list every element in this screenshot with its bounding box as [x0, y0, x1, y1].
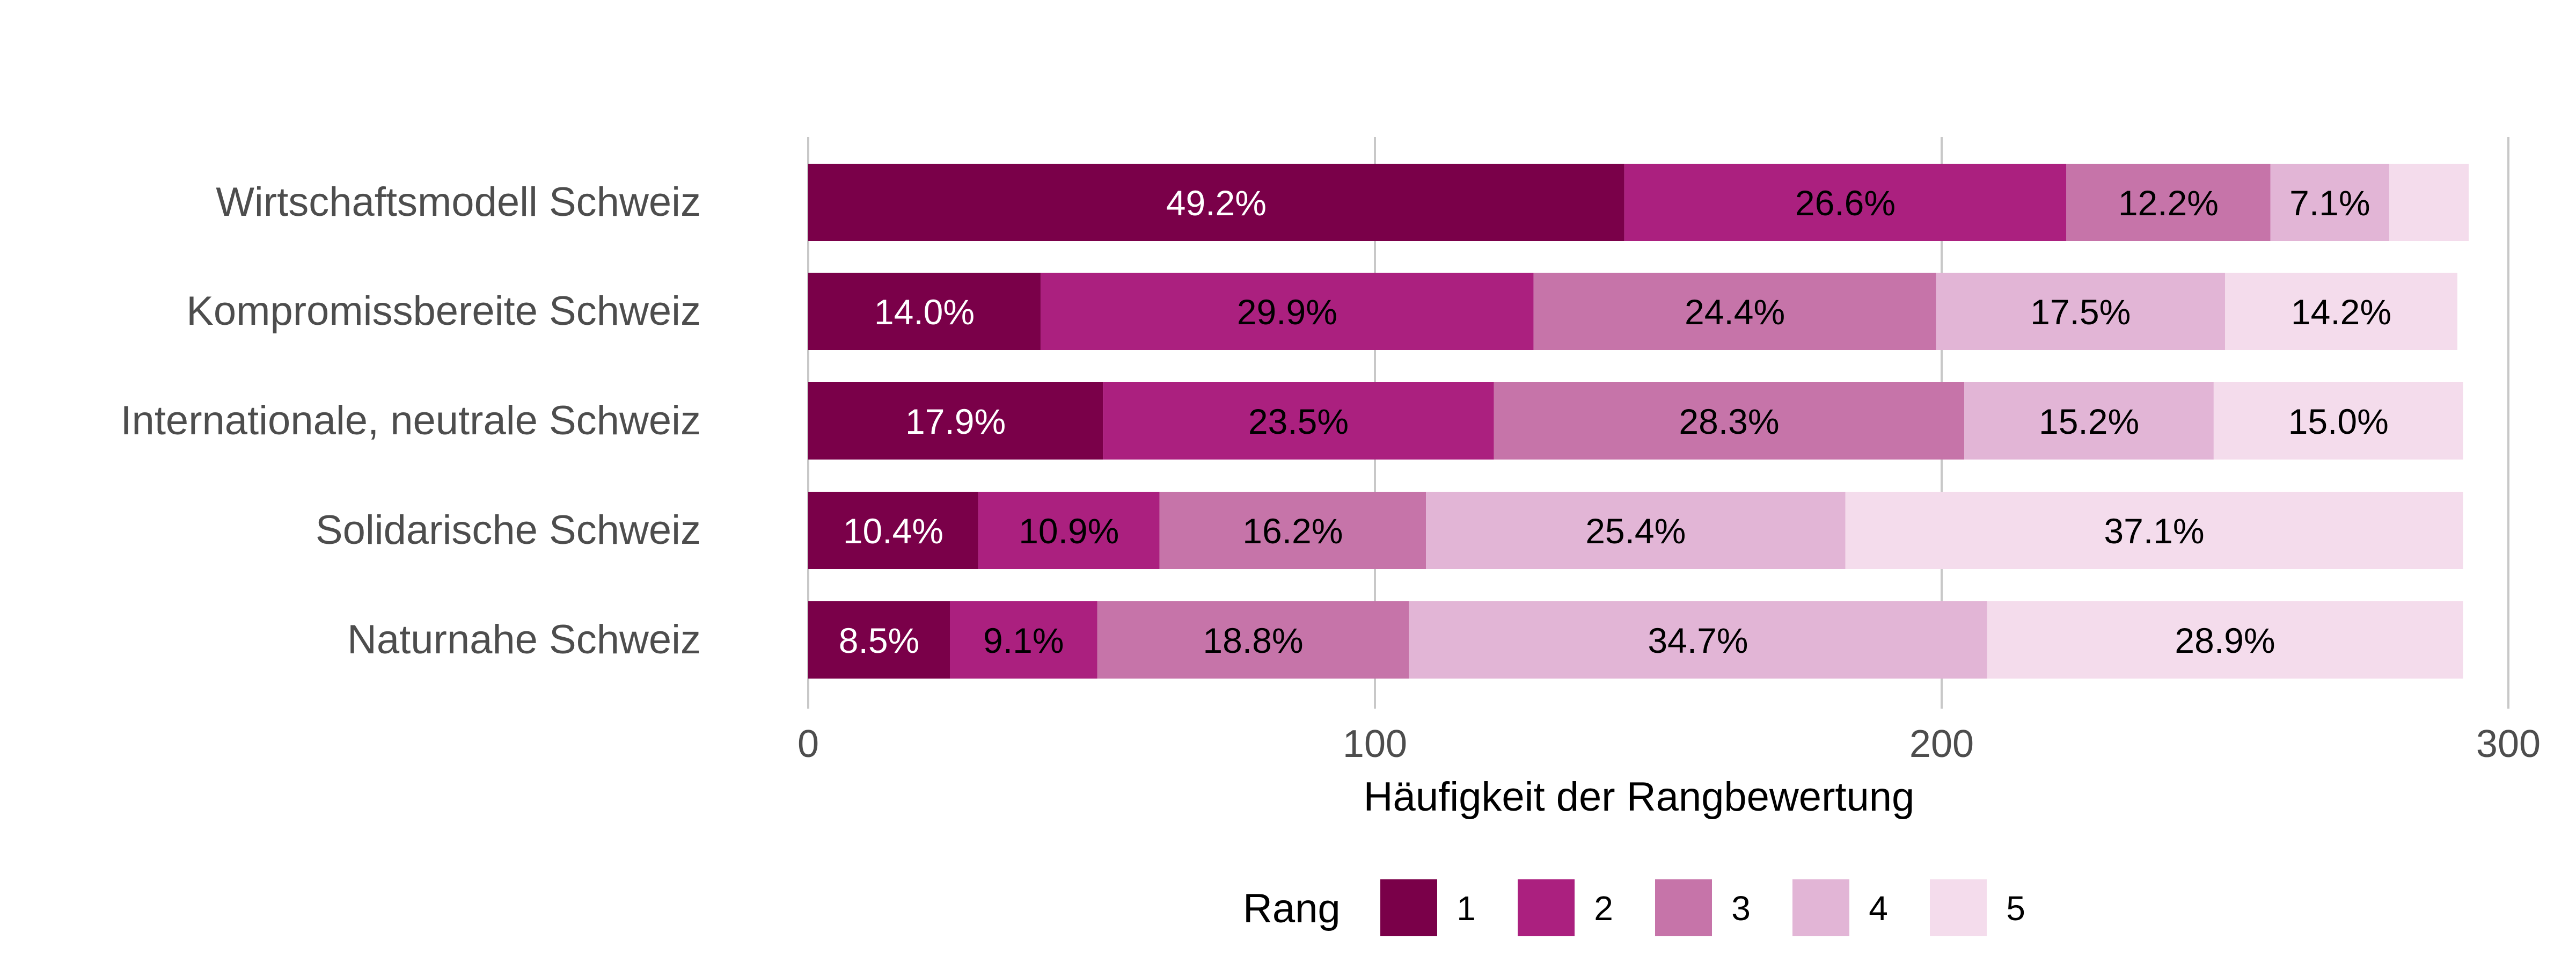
bar-segment: [2213, 382, 2463, 460]
bar-data-label: 9.1%: [983, 621, 1064, 660]
bar-data-label: 28.3%: [1679, 402, 1779, 441]
bar-data-label: 49.2%: [1166, 183, 1267, 223]
bar-segment: [2389, 164, 2469, 241]
legend-label: 1: [1457, 889, 1476, 928]
bar-segment: [1103, 382, 1494, 460]
x-tick-label: 300: [2476, 723, 2541, 766]
bar-segment: [2225, 273, 2457, 350]
bar-segment: [808, 164, 1624, 241]
bar-segment: [808, 273, 1041, 350]
bar-segment: [1494, 382, 1965, 460]
category-label: Kompromissbereite Schweiz: [186, 288, 701, 334]
bar-segment: [1159, 492, 1426, 569]
bar-data-label: 34.7%: [1648, 621, 1748, 660]
bar-segment: [1409, 601, 1987, 679]
bar-segment: [1845, 492, 2463, 569]
x-tick-label: 0: [797, 723, 819, 766]
bar-segment: [978, 492, 1160, 569]
bar-data-label: 16.2%: [1242, 511, 1343, 551]
legend-label: 5: [2006, 889, 2025, 928]
bar-segment: [808, 492, 978, 569]
category-label: Naturnahe Schweiz: [347, 617, 701, 662]
bar-data-label: 17.9%: [905, 402, 1006, 441]
bar-segment: [1624, 164, 2067, 241]
bar-segment: [2066, 164, 2271, 241]
bar-segment: [1936, 273, 2225, 350]
bar-data-label: 15.0%: [2288, 402, 2389, 441]
legend-label: 4: [1869, 889, 1888, 928]
x-tick-label: 100: [1343, 723, 1407, 766]
bar-segment: [2270, 164, 2390, 241]
x-tick-label: 200: [1909, 723, 1974, 766]
legend-swatch: [1655, 879, 1712, 936]
bar-segment: [1964, 382, 2214, 460]
bar-segment: [1426, 492, 1846, 569]
bar-segment: [1097, 601, 1409, 679]
bar-data-label: 10.4%: [843, 511, 943, 551]
legend-swatch: [1930, 879, 1987, 936]
legend-swatch: [1792, 879, 1849, 936]
bar-segment: [808, 382, 1103, 460]
bar-segment: [950, 601, 1097, 679]
bar-data-label: 15.2%: [2039, 402, 2139, 441]
legend: Rang 1 2 3 4 5: [1243, 879, 2025, 936]
legend-swatch: [1518, 879, 1575, 936]
bar-data-label: 14.2%: [2291, 292, 2391, 332]
bar-data-label: 14.0%: [874, 292, 975, 332]
bar-data-label: 24.4%: [1685, 292, 1785, 332]
legend-label: 2: [1594, 889, 1613, 928]
x-axis-title: Häufigkeit der Rangbewertung: [1364, 774, 1915, 820]
bar-segment: [1040, 273, 1534, 350]
bars-layer: 49.2% 26.6% 12.2% 7.1% 14.0% 29.9% 24.4% 17.5% 1…: [808, 164, 2469, 679]
legend-title: Rang: [1243, 886, 1341, 931]
bar-data-label: 25.4%: [1585, 511, 1686, 551]
bar-segment: [1533, 273, 1936, 350]
legend-label: 3: [1731, 889, 1751, 928]
legend-swatch: [1380, 879, 1437, 936]
bar-data-label: 29.9%: [1237, 292, 1337, 332]
bar-data-label: 10.9%: [1019, 511, 1119, 551]
bar-segment: [808, 601, 950, 679]
bar-data-label: 37.1%: [2104, 511, 2204, 551]
legend-items: 1 2 3 4 5: [1380, 879, 2025, 936]
bar-data-label: 28.9%: [2175, 621, 2275, 660]
category-labels: Wirtschaftsmodell Schweiz Kompromissberei…: [120, 179, 701, 662]
bar-data-label: 17.5%: [2030, 292, 2131, 332]
category-label: Internationale, neutrale Schweiz: [120, 398, 701, 443]
bar-data-label: 23.5%: [1248, 402, 1349, 441]
x-axis-ticks: 0 100 200 300: [797, 723, 2541, 766]
bar-data-label: 26.6%: [1795, 183, 1896, 223]
bar-data-label: 18.8%: [1203, 621, 1303, 660]
bar-data-label: 12.2%: [2118, 183, 2219, 223]
bar-data-label: 7.1%: [2289, 183, 2370, 223]
bar-data-label: 8.5%: [839, 621, 919, 660]
category-label: Wirtschaftsmodell Schweiz: [216, 179, 701, 225]
bar-segment: [1987, 601, 2463, 679]
category-label: Solidarische Schweiz: [316, 507, 701, 553]
